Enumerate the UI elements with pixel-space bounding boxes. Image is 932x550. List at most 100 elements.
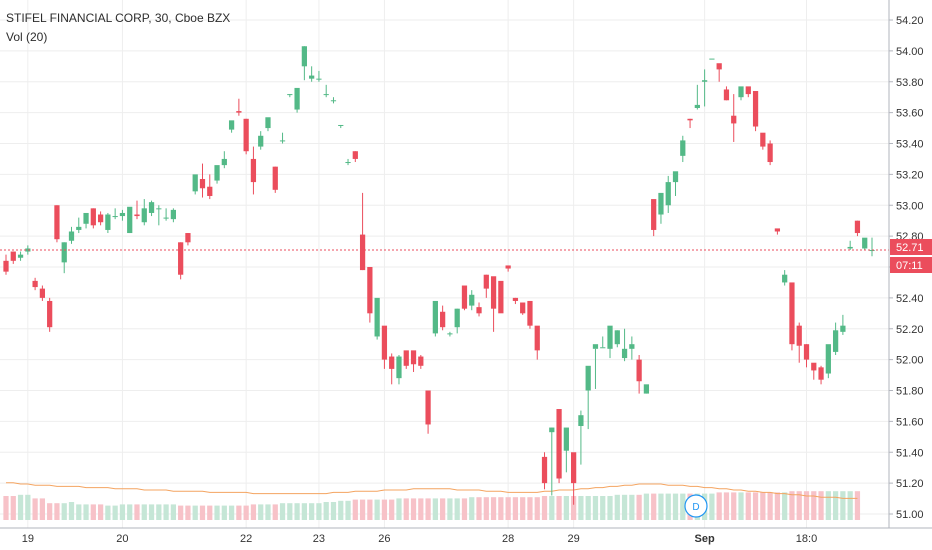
volume-bar	[731, 492, 737, 520]
dividend-icon[interactable]	[684, 494, 708, 518]
volume-bar	[440, 498, 446, 520]
candle-body	[658, 192, 664, 215]
candle-body	[818, 367, 824, 380]
chart-grid	[0, 0, 889, 528]
time-axis-background	[0, 528, 932, 550]
candle	[10, 251, 16, 264]
volume-bar	[520, 497, 526, 520]
volume-bar	[396, 498, 402, 520]
volume-bar	[250, 504, 257, 520]
candle-body	[68, 231, 75, 241]
candle-body	[527, 300, 533, 326]
volume-bar	[236, 505, 242, 520]
symbol-title[interactable]: STIFEL FINANCIAL CORP, 30, Cboe BZX	[6, 11, 231, 25]
volume-bar	[709, 493, 715, 520]
candle-body	[549, 427, 555, 433]
y-tick-label: 54.00	[896, 46, 924, 58]
candle	[461, 285, 468, 311]
candle-body	[782, 274, 788, 283]
candle-body	[738, 86, 744, 98]
volume-bar	[141, 504, 147, 520]
candle-body	[563, 427, 569, 451]
candle-body	[352, 151, 358, 159]
volume-bar	[279, 503, 286, 520]
candle-body	[687, 118, 693, 121]
candle-body	[279, 140, 286, 142]
candle	[54, 205, 60, 243]
y-tick-label: 53.40	[896, 139, 924, 151]
candle	[61, 242, 67, 274]
candle	[294, 87, 300, 113]
volume-bar	[301, 503, 307, 520]
candle	[556, 409, 562, 484]
volume-bar	[76, 504, 82, 520]
candle	[207, 174, 213, 200]
candle-body	[534, 325, 540, 351]
candle-body	[163, 217, 169, 219]
candle-body	[199, 179, 206, 189]
volume-bar	[789, 491, 795, 520]
price-candles	[3, 46, 875, 505]
volume-indicator-label[interactable]: Vol (20)	[6, 30, 48, 44]
candle	[534, 325, 540, 360]
candle	[454, 308, 460, 334]
volume-bar	[825, 491, 831, 520]
y-tick-label: 53.80	[896, 77, 924, 89]
volume-bar	[287, 503, 293, 520]
volume-bar	[738, 492, 744, 520]
candle	[323, 84, 329, 98]
candle-body	[796, 325, 802, 346]
candle-body	[585, 365, 591, 391]
x-tick-label: 18:0	[796, 533, 817, 545]
candle-body	[112, 216, 118, 218]
y-tick-label: 53.20	[896, 169, 924, 181]
candle-body	[403, 350, 409, 366]
candle	[258, 131, 264, 150]
candle	[825, 344, 831, 379]
dividend-marker[interactable]: D	[684, 494, 708, 518]
candle-body	[207, 186, 213, 196]
candle	[228, 120, 235, 133]
volume-bar	[192, 505, 198, 520]
candle	[440, 305, 446, 331]
candle	[396, 354, 402, 385]
candle	[680, 135, 686, 163]
candle-body	[461, 285, 468, 309]
candle	[316, 70, 322, 82]
candle-body	[847, 246, 853, 249]
candle-body	[323, 94, 329, 96]
candle	[418, 354, 424, 369]
candle	[832, 322, 839, 355]
volume-bar	[243, 505, 249, 520]
candle	[199, 163, 206, 198]
candle	[585, 365, 591, 430]
candle	[789, 282, 795, 351]
volume-bar	[228, 505, 235, 520]
candle	[97, 211, 104, 226]
candle-body	[440, 311, 446, 328]
candle-body	[716, 63, 722, 70]
volume-bar	[796, 491, 802, 520]
volume-bar	[330, 502, 337, 520]
volume-bar	[832, 491, 839, 520]
volume-bar	[338, 500, 344, 520]
candle-body	[170, 209, 176, 220]
volume-bar	[381, 499, 388, 520]
candle	[549, 427, 555, 496]
time-axis[interactable]: 19 20 22 23 26 28 29 Sep 18:0	[22, 533, 818, 545]
volume-bar	[607, 496, 613, 520]
volume-bar	[803, 491, 810, 520]
candle	[847, 240, 853, 251]
volume-bar	[265, 504, 271, 520]
candle-body	[119, 212, 126, 217]
candle-body	[345, 162, 351, 164]
candle	[265, 117, 271, 132]
volume-bar	[658, 493, 664, 520]
volume-bar	[782, 492, 788, 520]
candle-body	[745, 86, 751, 95]
volume-bar	[345, 500, 351, 520]
candle-body	[592, 344, 599, 349]
candle-body	[621, 348, 628, 359]
volume-bar	[505, 497, 511, 520]
